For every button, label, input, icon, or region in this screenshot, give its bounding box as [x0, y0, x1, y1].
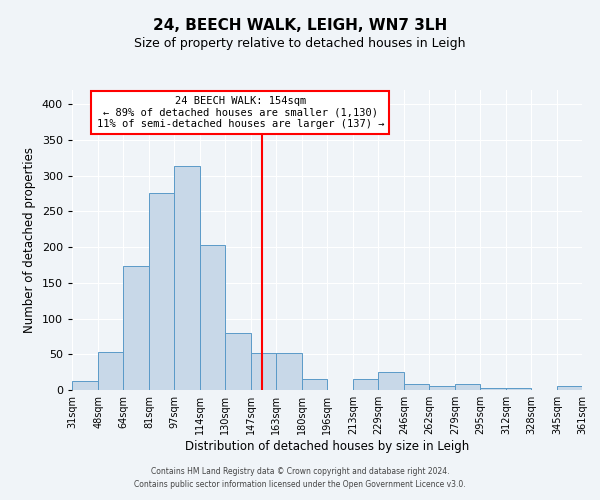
Bar [174, 166, 200, 390]
Bar [200, 245, 225, 390]
Bar [72, 382, 98, 390]
Bar [98, 352, 123, 390]
Bar [276, 353, 302, 390]
Bar [455, 384, 480, 390]
Bar [506, 388, 531, 390]
Bar [302, 378, 327, 390]
Bar [557, 386, 582, 390]
X-axis label: Distribution of detached houses by size in Leigh: Distribution of detached houses by size … [185, 440, 469, 453]
Bar [149, 193, 174, 390]
Bar [378, 372, 404, 390]
Bar [480, 388, 506, 390]
Bar [123, 266, 149, 390]
Text: Contains HM Land Registry data © Crown copyright and database right 2024.: Contains HM Land Registry data © Crown c… [151, 467, 449, 476]
Bar [429, 386, 455, 390]
Text: Size of property relative to detached houses in Leigh: Size of property relative to detached ho… [134, 38, 466, 51]
Text: 24, BEECH WALK, LEIGH, WN7 3LH: 24, BEECH WALK, LEIGH, WN7 3LH [153, 18, 447, 32]
Bar [404, 384, 429, 390]
Bar [251, 353, 276, 390]
Bar [353, 380, 378, 390]
Text: Contains public sector information licensed under the Open Government Licence v3: Contains public sector information licen… [134, 480, 466, 489]
Text: 24 BEECH WALK: 154sqm
← 89% of detached houses are smaller (1,130)
11% of semi-d: 24 BEECH WALK: 154sqm ← 89% of detached … [97, 96, 384, 129]
Y-axis label: Number of detached properties: Number of detached properties [23, 147, 36, 333]
Bar [225, 333, 251, 390]
